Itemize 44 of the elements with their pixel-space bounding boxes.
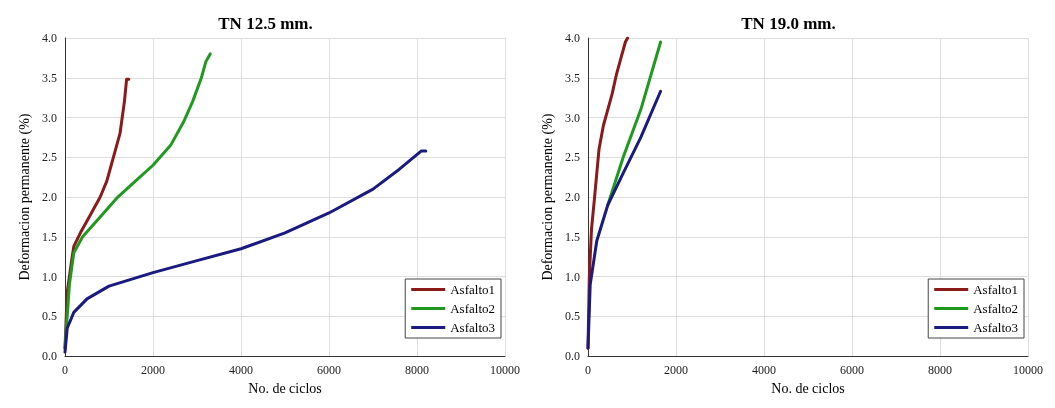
y-tick-label: 0.0 xyxy=(565,349,580,364)
y-tick-label: 2.0 xyxy=(565,190,580,205)
x-tick-label: 4000 xyxy=(752,363,776,378)
y-tick-label: 0.0 xyxy=(42,349,57,364)
x-tick-label: 2000 xyxy=(141,363,165,378)
y-tick-label: 1.0 xyxy=(42,269,57,284)
y-tick-label: 3.0 xyxy=(42,110,57,125)
y-axis-title: Deformacion permanente (%) xyxy=(16,113,33,281)
y-tick-label: 0.5 xyxy=(42,309,57,324)
y-tick-label: 1.5 xyxy=(42,229,57,244)
x-tick-label: 8000 xyxy=(928,363,952,378)
chart-title: TN 12.5 mm. xyxy=(218,14,313,33)
x-tick-label: 0 xyxy=(585,363,591,378)
y-tick-label: 2.0 xyxy=(42,190,57,205)
y-tick-label: 1.5 xyxy=(565,229,580,244)
legend-label: Asfalto2 xyxy=(973,301,1019,316)
y-tick-label: 3.5 xyxy=(42,70,57,85)
x-tick-label: 6000 xyxy=(840,363,864,378)
x-tick-label: 6000 xyxy=(317,363,341,378)
x-tick-label: 2000 xyxy=(664,363,688,378)
legend-label: Asfalto2 xyxy=(450,301,496,316)
y-tick-label: 0.5 xyxy=(565,309,580,324)
x-tick-label: 8000 xyxy=(405,363,429,378)
y-tick-label: 3.5 xyxy=(565,70,580,85)
x-axis-title: No. de ciclos xyxy=(248,380,322,396)
x-tick-label: 10000 xyxy=(1013,363,1043,378)
x-tick-label: 0 xyxy=(62,363,68,378)
y-tick-label: 3.0 xyxy=(565,110,580,125)
chart-title: TN 19.0 mm. xyxy=(741,14,836,33)
y-tick-label: 2.5 xyxy=(565,150,580,165)
legend-label: Asfalto3 xyxy=(973,320,1019,335)
y-tick-label: 4.0 xyxy=(42,31,57,45)
y-tick-label: 4.0 xyxy=(565,31,580,45)
line-series xyxy=(586,89,663,350)
y-tick-label: 1.0 xyxy=(565,269,580,284)
y-axis-title: Deformacion permanente (%) xyxy=(539,113,556,281)
legend-label: Asfalto1 xyxy=(450,282,496,297)
x-tick-label: 10000 xyxy=(490,363,520,378)
line-series xyxy=(63,149,428,354)
x-axis-title: No. de ciclos xyxy=(771,380,845,396)
legend-label: Asfalto3 xyxy=(450,320,496,335)
y-tick-label: 2.5 xyxy=(42,150,57,165)
x-tick-label: 4000 xyxy=(229,363,253,378)
legend-label: Asfalto1 xyxy=(973,282,1019,297)
